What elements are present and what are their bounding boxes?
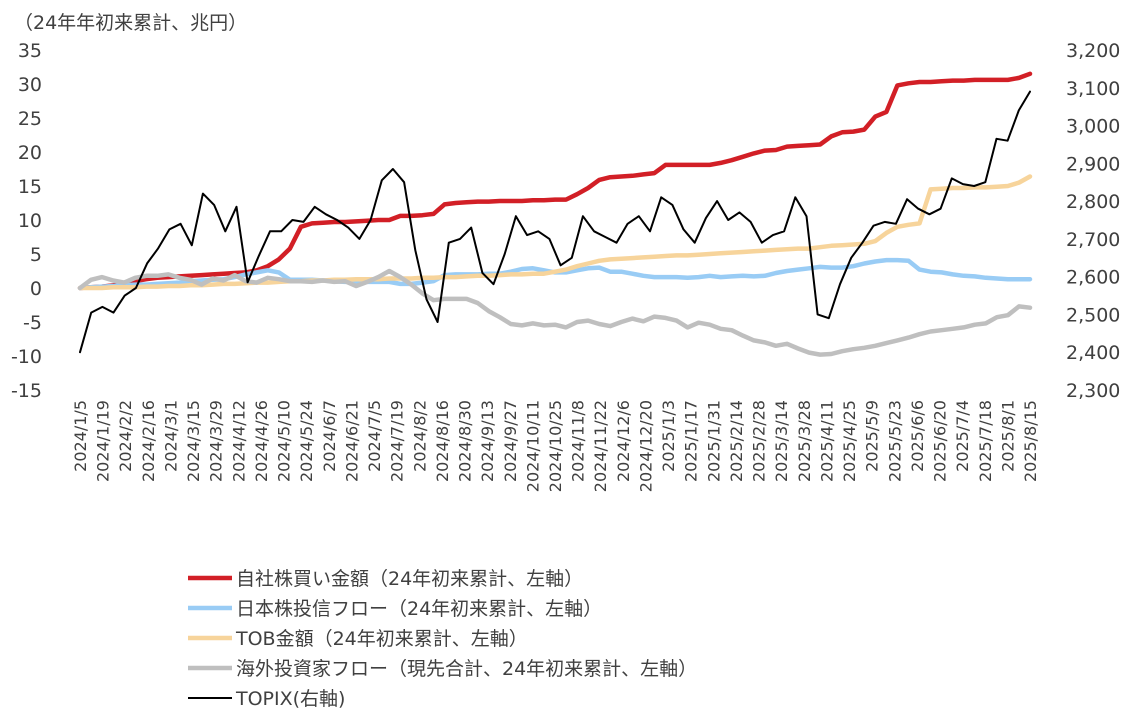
x-tick-label: 2024/7/5 [365, 400, 384, 472]
right-tick-label: 3,200 [1066, 40, 1120, 62]
x-tick-label: 2025/7/18 [976, 400, 995, 482]
right-tick-label: 2,700 [1066, 229, 1120, 251]
x-tick-label: 2024/8/16 [433, 400, 452, 482]
x-tick-label: 2025/3/14 [772, 400, 791, 482]
left-axis-unit-label: （24年年初来累計、兆円） [14, 12, 247, 34]
x-tick-label: 2024/4/12 [229, 400, 248, 482]
x-tick-label: 2024/9/27 [501, 400, 520, 482]
x-tick-label: 2025/2/28 [750, 400, 769, 482]
x-tick-label: 2025/5/9 [863, 400, 882, 472]
x-tick-label: 2024/2/16 [139, 400, 158, 482]
x-tick-label: 2024/3/1 [162, 400, 181, 472]
x-tick-label: 2024/12/6 [614, 400, 633, 482]
right-tick-label: 3,100 [1066, 78, 1120, 100]
x-tick-label: 2024/8/30 [456, 400, 475, 482]
legend-label-3: 海外投資家フロー（現先合計、24年初来累計、左軸） [236, 658, 697, 680]
series-line-4 [79, 90, 1031, 354]
left-tick-label: 35 [18, 40, 42, 62]
x-tick-label: 2024/10/25 [546, 400, 565, 492]
x-tick-label: 2025/3/28 [795, 400, 814, 482]
x-tick-label: 2025/7/4 [953, 400, 972, 472]
series-line-2 [77, 174, 1033, 291]
x-tick-label: 2024/3/29 [207, 400, 226, 482]
left-tick-label: 0 [30, 278, 42, 300]
x-tick-label: 2024/5/10 [275, 400, 294, 482]
right-tick-label: 3,000 [1066, 116, 1120, 138]
left-tick-label: 15 [18, 176, 42, 198]
x-tick-label: 2025/4/11 [817, 400, 836, 482]
x-tick-label: 2024/9/13 [478, 400, 497, 482]
x-tick-label: 2024/12/20 [637, 400, 656, 492]
legend-label-1: 日本株投信フロー（24年初来累計、左軸） [236, 598, 602, 620]
x-tick-label: 2024/6/7 [320, 400, 339, 472]
x-tick-label: 2025/6/6 [908, 400, 927, 472]
x-tick-label: 2024/11/22 [591, 400, 610, 492]
x-tick-label: 2024/5/24 [297, 400, 316, 482]
x-tick-label: 2025/1/17 [682, 400, 701, 482]
x-tick-label: 2025/6/20 [931, 400, 950, 482]
right-tick-label: 2,800 [1066, 191, 1120, 213]
series-line-0 [77, 71, 1033, 291]
x-tick-label: 2024/8/2 [410, 400, 429, 472]
x-tick-label: 2025/5/23 [885, 400, 904, 482]
x-tick-label: 2024/10/11 [523, 400, 542, 492]
x-tick-label: 2025/1/31 [704, 400, 723, 482]
legend: 自社株買い金額（24年初来累計、左軸） 日本株投信フロー（24年初来累計、左軸） T… [188, 568, 697, 710]
x-tick-label: 2024/11/8 [569, 400, 588, 482]
right-tick-label: 2,400 [1066, 342, 1120, 364]
left-tick-label: -15 [11, 380, 42, 402]
x-tick-label: 2024/4/26 [252, 400, 271, 482]
left-axis-ticks: 35 30 25 20 15 10 5 0 -5 -10 -15 [11, 40, 42, 402]
x-tick-label: 2025/2/14 [727, 400, 746, 482]
x-tick-label: 2024/3/15 [184, 400, 203, 482]
legend-label-0: 自社株買い金額（24年初来累計、左軸） [236, 568, 583, 590]
left-tick-label: 20 [18, 142, 42, 164]
legend-label-4: TOPIX(右軸) [235, 688, 345, 710]
x-tick-label: 2024/2/2 [116, 400, 135, 472]
right-tick-label: 2,500 [1066, 304, 1120, 326]
left-tick-label: -5 [23, 312, 42, 334]
x-tick-label: 2024/1/5 [71, 400, 90, 472]
left-tick-label: 25 [18, 108, 42, 130]
left-tick-label: 30 [18, 74, 42, 96]
left-tick-label: 10 [18, 210, 42, 232]
right-axis-ticks: 3,200 3,100 3,000 2,900 2,800 2,700 2,600 2,500… [1066, 40, 1120, 402]
right-tick-label: 2,600 [1066, 267, 1120, 289]
x-tick-label: 2024/1/19 [94, 400, 113, 482]
x-axis-ticks: 2024/1/5 2024/1/19 2024/2/2 2024/2/16 2024/3… [71, 400, 1040, 492]
legend-label-2: TOB金額（24年初来累計、左軸） [235, 628, 528, 650]
x-tick-label: 2025/4/25 [840, 400, 859, 482]
series-layer [77, 71, 1033, 357]
series-line-3 [77, 268, 1033, 357]
left-tick-label: 5 [30, 244, 42, 266]
x-tick-label: 2024/6/21 [342, 400, 361, 482]
left-tick-label: -10 [11, 346, 42, 368]
x-tick-label: 2025/8/1 [998, 400, 1017, 472]
right-tick-label: 2,300 [1066, 380, 1120, 402]
x-tick-label: 2024/7/19 [388, 400, 407, 482]
x-tick-label: 2025/1/3 [659, 400, 678, 472]
x-tick-label: 2025/8/15 [1021, 400, 1040, 482]
right-tick-label: 2,900 [1066, 153, 1120, 175]
